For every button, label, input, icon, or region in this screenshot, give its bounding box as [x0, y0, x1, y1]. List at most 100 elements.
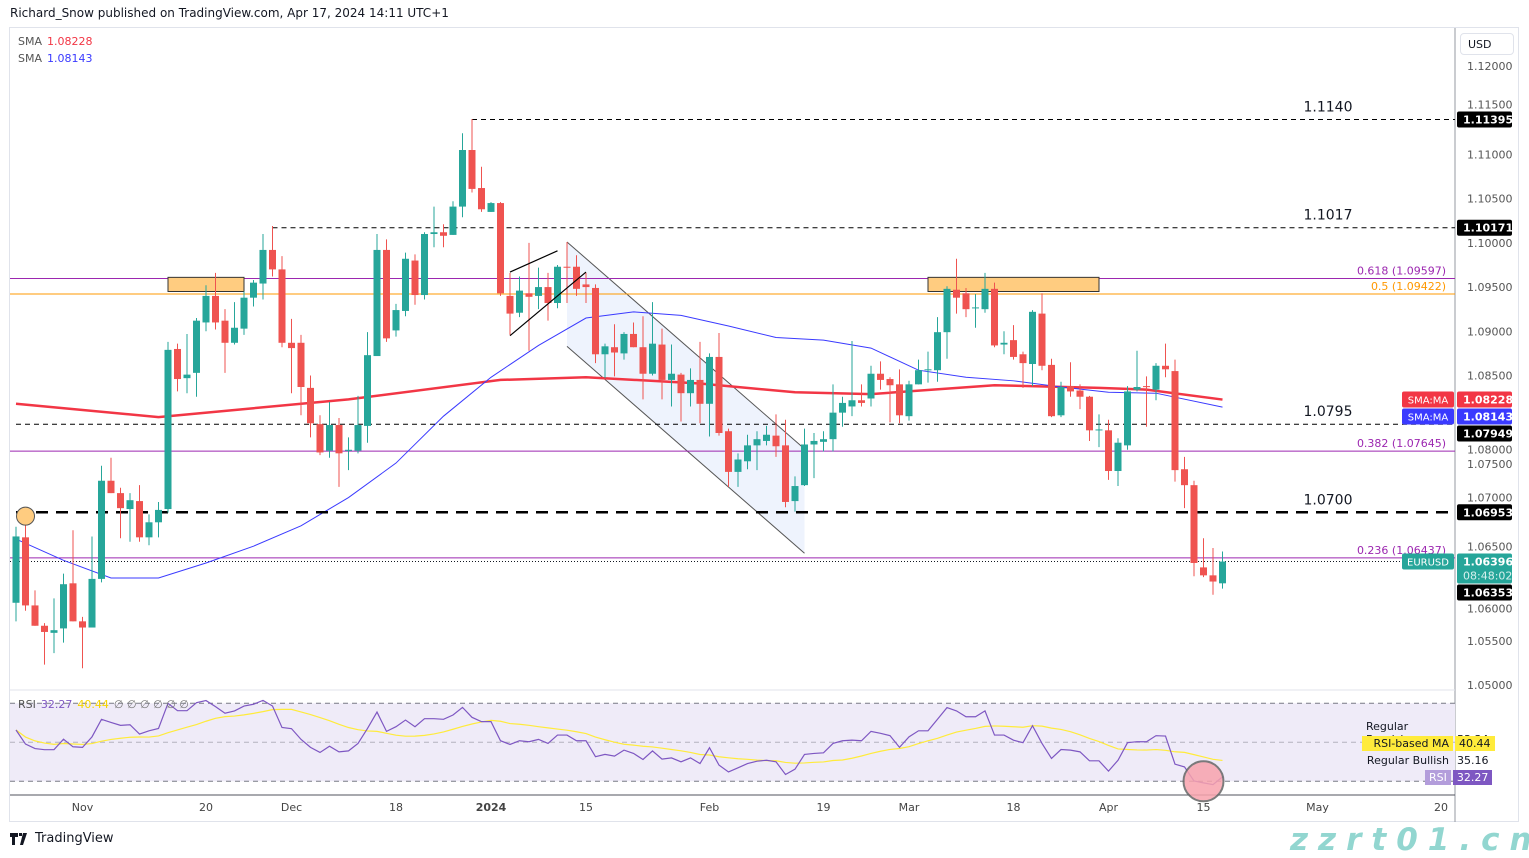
candle	[953, 258, 960, 314]
candle	[383, 239, 390, 342]
candle	[487, 202, 495, 212]
candle	[212, 272, 219, 330]
candle-body	[1057, 387, 1065, 416]
candle	[107, 457, 115, 494]
candle	[687, 368, 694, 407]
sma-legend-red[interactable]: SMA 1.08228	[18, 35, 93, 48]
candle-body	[354, 425, 362, 451]
candle	[649, 302, 656, 376]
tradingview-logo[interactable]: TradingView	[10, 831, 114, 846]
candle-body	[544, 287, 552, 303]
time-tick-label: Feb	[700, 801, 719, 814]
rsi-legend[interactable]: RSI 32.27 40.44 ∅ ∅ ∅ ∅ ∅ ∅	[18, 698, 189, 711]
level-label: 1.0700	[1304, 492, 1353, 508]
price-tick-label: 1.09500	[1467, 281, 1513, 294]
label-value: 1.11395	[1463, 114, 1513, 127]
candle	[630, 322, 637, 348]
candle-body	[943, 288, 951, 333]
label-box	[1457, 504, 1512, 521]
candle	[858, 384, 865, 407]
candle	[145, 514, 153, 546]
candle-body	[174, 348, 181, 380]
candle-body	[772, 435, 780, 447]
price-tick-label: 1.11500	[1467, 99, 1513, 112]
price-tick-label: 1.08000	[1467, 444, 1513, 457]
candle-body	[506, 295, 514, 314]
candle-body	[50, 630, 58, 633]
time-tick-label: 2024	[476, 801, 507, 814]
candle-body	[962, 293, 970, 310]
channel-lower-line	[566, 345, 805, 554]
candle	[725, 428, 732, 487]
candle	[810, 432, 818, 479]
candle	[459, 133, 466, 218]
candle-body	[402, 258, 409, 311]
candle	[402, 252, 409, 317]
candle	[307, 375, 314, 438]
candle	[335, 417, 343, 487]
candle-body	[212, 295, 219, 323]
time-tick-label: 20	[1434, 801, 1448, 814]
sma-value: 1.08143	[47, 52, 93, 65]
candle-body	[411, 260, 419, 296]
rsi-value: 32.27	[40, 698, 73, 711]
candle-body	[278, 269, 286, 343]
candle	[449, 201, 457, 235]
candle-body	[1095, 429, 1103, 431]
label-value: 1.07949	[1463, 428, 1513, 441]
tag-box	[1402, 553, 1454, 570]
candle	[117, 487, 124, 539]
candle	[554, 264, 561, 309]
sma-legend-blue[interactable]: SMA 1.08143	[18, 52, 93, 65]
candle-body	[1133, 387, 1141, 390]
time-tick-label: Apr	[1099, 801, 1119, 814]
candle	[202, 285, 210, 332]
candle-body	[1105, 430, 1112, 472]
supply-zone	[927, 276, 1100, 292]
candle	[582, 272, 590, 303]
candle-body	[972, 307, 979, 309]
candle-body	[829, 412, 837, 440]
candle-body	[1171, 371, 1179, 471]
candle-body	[478, 188, 485, 210]
publish-info: Richard_Snow published on TradingView.co…	[10, 6, 449, 20]
price-axis-label: 1.11395	[1457, 111, 1513, 128]
candle-body	[573, 266, 580, 289]
candle	[22, 512, 29, 611]
candle	[934, 317, 941, 382]
candle	[373, 234, 381, 357]
label-value: 1.08143	[1463, 411, 1513, 424]
label-value: 1.10171	[1463, 222, 1513, 235]
price-tick-label: 1.06500	[1467, 541, 1513, 554]
candle	[886, 377, 894, 423]
candle-body	[335, 425, 343, 454]
candle	[658, 328, 666, 400]
item-name: Regular Bullish	[1366, 754, 1449, 767]
price-tick-label: 1.07500	[1467, 458, 1513, 471]
candle	[544, 272, 552, 321]
candle	[269, 226, 276, 277]
label-value: 1.06396	[1463, 556, 1513, 569]
candle-body	[915, 370, 922, 385]
candle	[440, 224, 447, 248]
price-tick-label: 1.07000	[1467, 491, 1513, 504]
candle-body	[630, 333, 637, 348]
currency-button[interactable]: USD	[1460, 33, 1514, 55]
candle	[41, 623, 48, 665]
candle-body	[1209, 575, 1217, 582]
candle-body	[981, 288, 989, 310]
candle	[1038, 293, 1046, 371]
candle-body	[639, 347, 647, 374]
price-axis-label: 1.08143 SMA:MA	[1402, 408, 1513, 425]
candle	[516, 276, 523, 318]
price-tick-label: 1.05000	[1467, 679, 1513, 692]
candle	[126, 493, 134, 542]
candle-body	[677, 374, 685, 394]
brand-name: TradingView	[35, 831, 114, 846]
candle-body	[1076, 390, 1084, 397]
candle-body	[820, 439, 827, 442]
time-tick-label: 15	[579, 801, 593, 814]
candle	[867, 365, 875, 407]
candle-body	[1010, 340, 1017, 357]
